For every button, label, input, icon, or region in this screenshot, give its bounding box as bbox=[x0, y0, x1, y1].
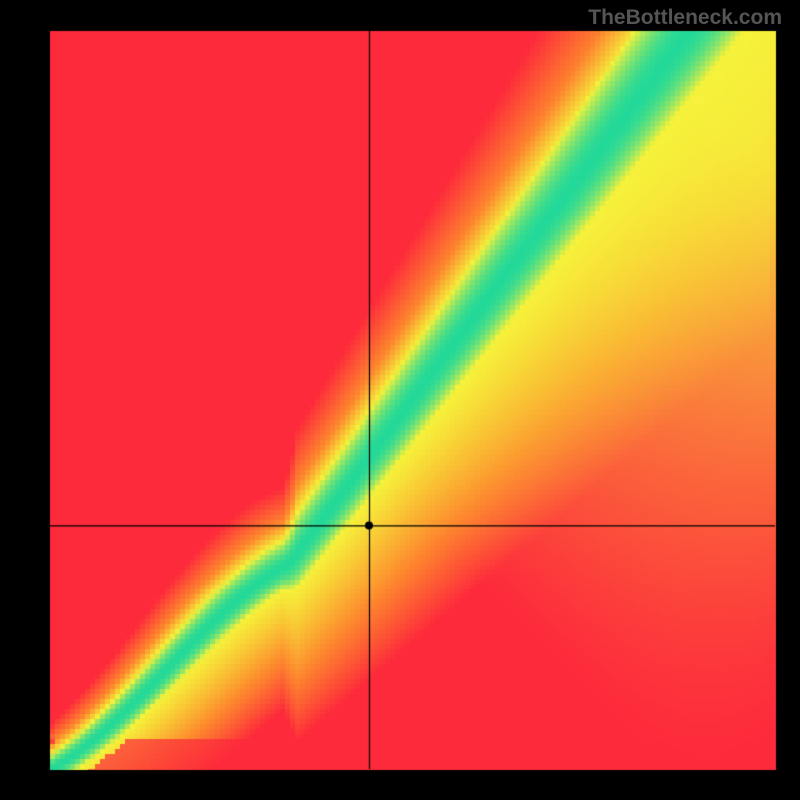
heatmap-canvas bbox=[0, 0, 800, 800]
watermark-text: TheBottleneck.com bbox=[588, 6, 782, 30]
chart-container: TheBottleneck.com bbox=[0, 0, 800, 800]
